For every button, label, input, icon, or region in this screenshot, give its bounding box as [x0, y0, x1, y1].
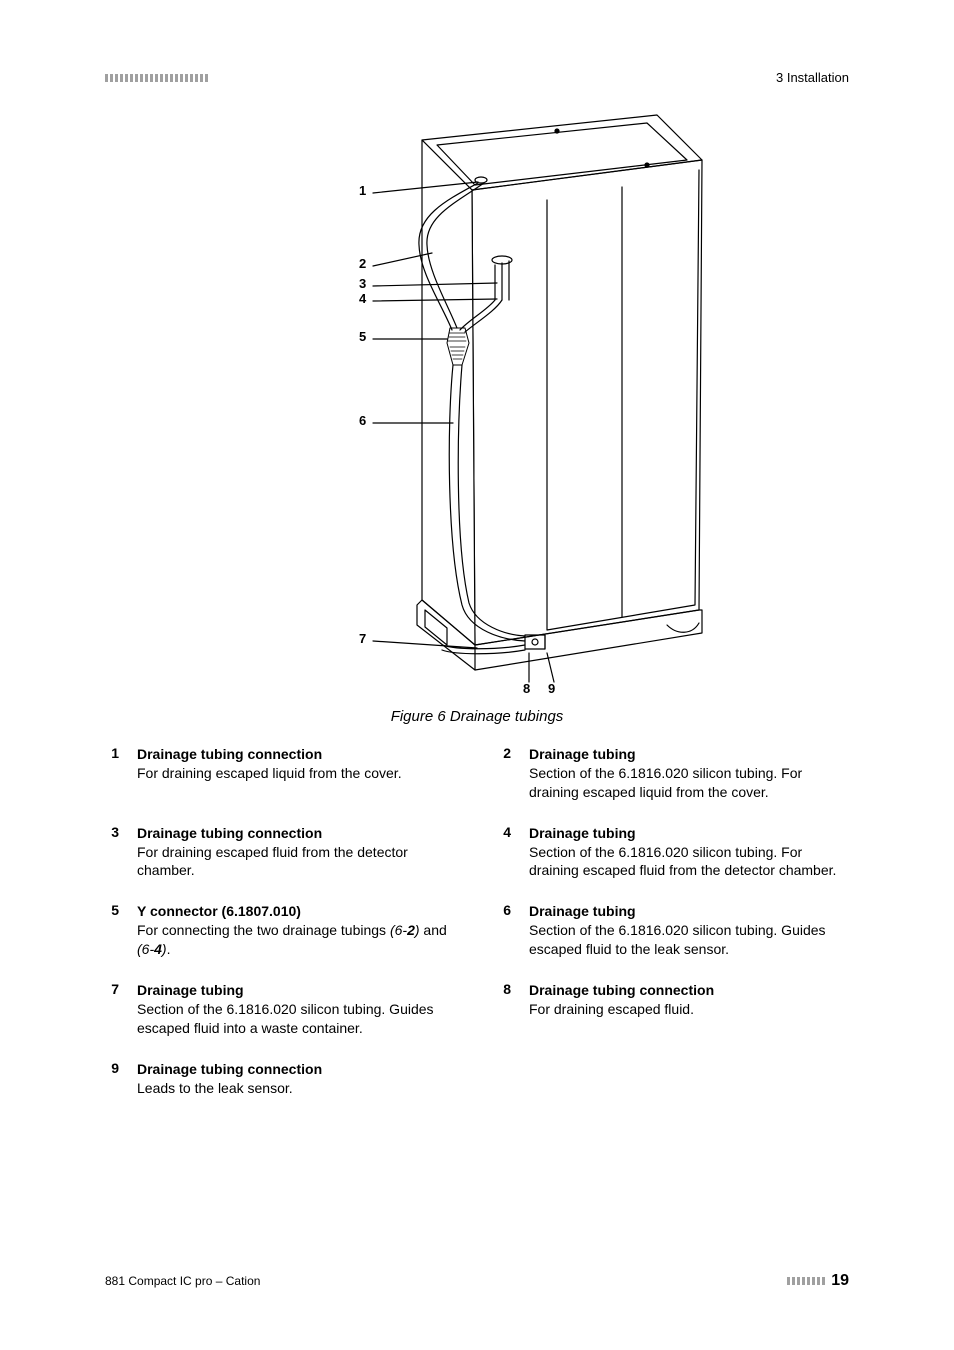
page-number: 19 [831, 1272, 849, 1290]
legend-item: 7 Drainage tubing Section of the 6.1816.… [105, 981, 457, 1038]
callout-1: 1 [359, 183, 366, 198]
callout-7: 7 [359, 631, 366, 646]
legend-title: Drainage tubing [529, 745, 849, 764]
legend-item: 8 Drainage tubing connection For drainin… [497, 981, 849, 1038]
footer-right: 19 [787, 1272, 849, 1290]
legend-item: 6 Drainage tubing Section of the 6.1816.… [497, 902, 849, 959]
legend-number: 2 [497, 745, 511, 802]
page: 3 Installation [0, 0, 954, 1350]
callout-3: 3 [359, 276, 366, 291]
legend-desc: For draining escaped liquid from the cov… [137, 764, 402, 783]
callout-9: 9 [548, 681, 555, 696]
legend-body: Drainage tubing Section of the 6.1816.02… [529, 902, 849, 959]
legend-title: Drainage tubing connection [137, 824, 457, 843]
callout-5: 5 [359, 329, 366, 344]
page-footer: 881 Compact IC pro – Cation 19 [105, 1272, 849, 1290]
legend-title: Drainage tubing [137, 981, 457, 1000]
legend-item: 4 Drainage tubing Section of the 6.1816.… [497, 824, 849, 881]
legend-body: Drainage tubing connection For draining … [137, 745, 402, 802]
legend-number: 9 [105, 1060, 119, 1098]
legend-title: Drainage tubing [529, 902, 849, 921]
legend-body: Drainage tubing Section of the 6.1816.02… [529, 745, 849, 802]
legend-item: 1 Drainage tubing connection For drainin… [105, 745, 457, 802]
legend-number: 6 [497, 902, 511, 959]
legend-desc: Leads to the leak sensor. [137, 1079, 322, 1098]
legend-desc: Section of the 6.1816.020 silicon tubing… [137, 1000, 457, 1038]
page-header: 3 Installation [105, 70, 849, 85]
callout-2: 2 [359, 256, 366, 271]
footer-decorative-bars [787, 1277, 825, 1285]
legend-item: 9 Drainage tubing connection Leads to th… [105, 1060, 457, 1098]
legend-number: 4 [497, 824, 511, 881]
legend-number: 1 [105, 745, 119, 802]
legend-desc: For connecting the two drainage tubings … [137, 921, 457, 959]
legend-desc: Section of the 6.1816.020 silicon tubing… [529, 921, 849, 959]
header-decorative-bars [105, 74, 208, 82]
legend-body: Drainage tubing connection For draining … [137, 824, 457, 881]
legend-item: 5 Y connector (6.1807.010) For connectin… [105, 902, 457, 959]
callout-4: 4 [359, 291, 366, 306]
legend-desc: Section of the 6.1816.020 silicon tubing… [529, 764, 849, 802]
legend-item-empty [497, 1060, 849, 1098]
callout-8: 8 [523, 681, 530, 696]
callout-6: 6 [359, 413, 366, 428]
legend-title: Drainage tubing connection [137, 745, 402, 764]
legend-body: Drainage tubing Section of the 6.1816.02… [529, 824, 849, 881]
figure-container: 1 2 3 4 5 6 7 8 9 Figure 6 Drainage tubi… [105, 105, 849, 725]
legend-number: 5 [105, 902, 119, 959]
legend-desc: For draining escaped fluid from the dete… [137, 843, 457, 881]
legend-item: 2 Drainage tubing Section of the 6.1816.… [497, 745, 849, 802]
legend-title: Drainage tubing connection [529, 981, 714, 1000]
legend-body: Drainage tubing connection For draining … [529, 981, 714, 1038]
legend-grid: 1 Drainage tubing connection For drainin… [105, 745, 849, 1097]
section-label: 3 Installation [776, 70, 849, 85]
legend-title: Y connector (6.1807.010) [137, 902, 457, 921]
legend-body: Drainage tubing connection Leads to the … [137, 1060, 322, 1098]
legend-title: Drainage tubing [529, 824, 849, 843]
legend-number: 8 [497, 981, 511, 1038]
legend-body: Y connector (6.1807.010) For connecting … [137, 902, 457, 959]
footer-product-name: 881 Compact IC pro – Cation [105, 1274, 260, 1288]
legend-desc: For draining escaped fluid. [529, 1000, 714, 1019]
legend-number: 3 [105, 824, 119, 881]
figure-caption: Figure 6 Drainage tubings [391, 708, 564, 725]
legend-desc: Section of the 6.1816.020 silicon tubing… [529, 843, 849, 881]
drainage-tubings-diagram: 1 2 3 4 5 6 7 8 9 [247, 105, 707, 700]
legend-body: Drainage tubing Section of the 6.1816.02… [137, 981, 457, 1038]
legend-item: 3 Drainage tubing connection For drainin… [105, 824, 457, 881]
legend-number: 7 [105, 981, 119, 1038]
legend-title: Drainage tubing connection [137, 1060, 322, 1079]
